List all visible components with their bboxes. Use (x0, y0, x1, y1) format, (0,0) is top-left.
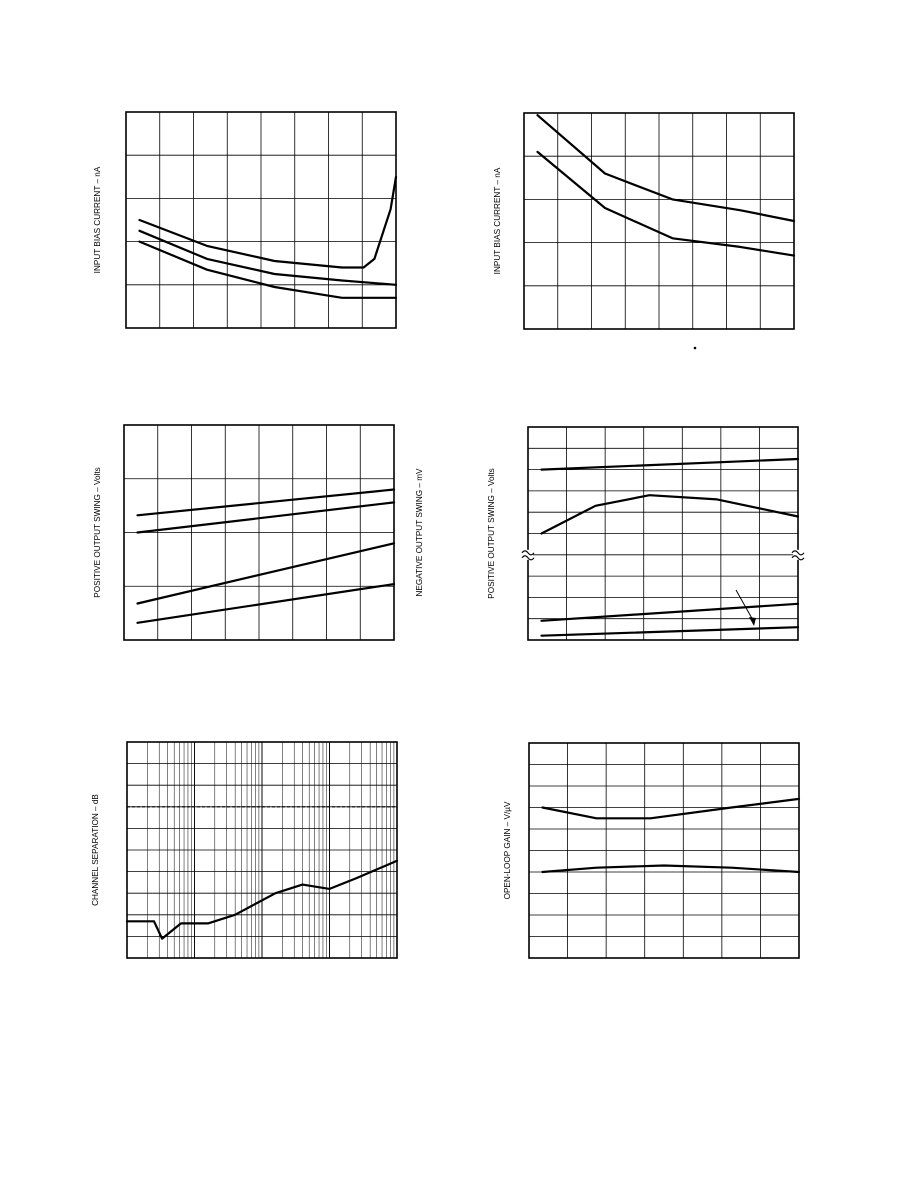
series-line-3 (540, 602, 800, 622)
chart-channel-separation: CHANNEL SEPARATION – dB (91, 741, 399, 959)
chart-output-swing-right: POSITIVE OUTPUT SWING – Volts (487, 426, 805, 641)
plot-frame (527, 426, 799, 641)
series-line-1 (536, 114, 796, 223)
series-line-3 (136, 542, 396, 605)
series-line-2 (536, 150, 796, 257)
axis-break-mask (523, 549, 533, 560)
y-axis-label: INPUT BIAS CURRENT – nA (493, 167, 502, 274)
series-line-2 (540, 494, 800, 535)
chart-open-loop-gain: OPEN-LOOP GAIN – V/µV (503, 742, 801, 959)
callout-arrow-line (735, 589, 755, 623)
y-axis-label: CHANNEL SEPARATION – dB (91, 794, 100, 906)
series-line-1 (541, 797, 801, 820)
chart-input-bias-current-left: INPUT BIAS CURRENT – nA (93, 111, 398, 329)
y2-axis-label: NEGATIVE OUTPUT SWING – mV (415, 468, 424, 597)
chart-input-bias-current-right: INPUT BIAS CURRENT – nA (493, 112, 796, 330)
plot-frame (126, 741, 398, 959)
chart-output-swing-left: POSITIVE OUTPUT SWING – Volts NEGATIVE OU… (93, 424, 424, 641)
series-line-4 (136, 583, 396, 624)
plot-frame (123, 424, 395, 641)
axis-break-icon (521, 550, 535, 561)
plot-frame (125, 111, 397, 329)
series-line-1 (136, 488, 396, 517)
series-line-2 (138, 229, 398, 286)
axis-break-icon (791, 550, 805, 561)
y-axis-label: POSITIVE OUTPUT SWING – Volts (487, 468, 496, 598)
plot-frame (523, 112, 795, 330)
stray-dot-mark (693, 346, 697, 350)
series-line-4 (540, 626, 800, 637)
y-axis-label: POSITIVE OUTPUT SWING – Volts (93, 467, 102, 597)
series-line-2 (125, 859, 399, 940)
y-axis-label: INPUT BIAS CURRENT – nA (93, 166, 102, 273)
series-line-1 (138, 175, 398, 269)
series-line-1 (540, 457, 800, 471)
callout-arrow-head-icon (749, 617, 756, 626)
series-line-3 (138, 240, 398, 299)
series-line-2 (136, 501, 396, 534)
axis-break-mask (793, 549, 803, 560)
series-line-2 (541, 864, 801, 874)
plot-frame (528, 742, 800, 959)
y-axis-label: OPEN-LOOP GAIN – V/µV (503, 801, 512, 899)
